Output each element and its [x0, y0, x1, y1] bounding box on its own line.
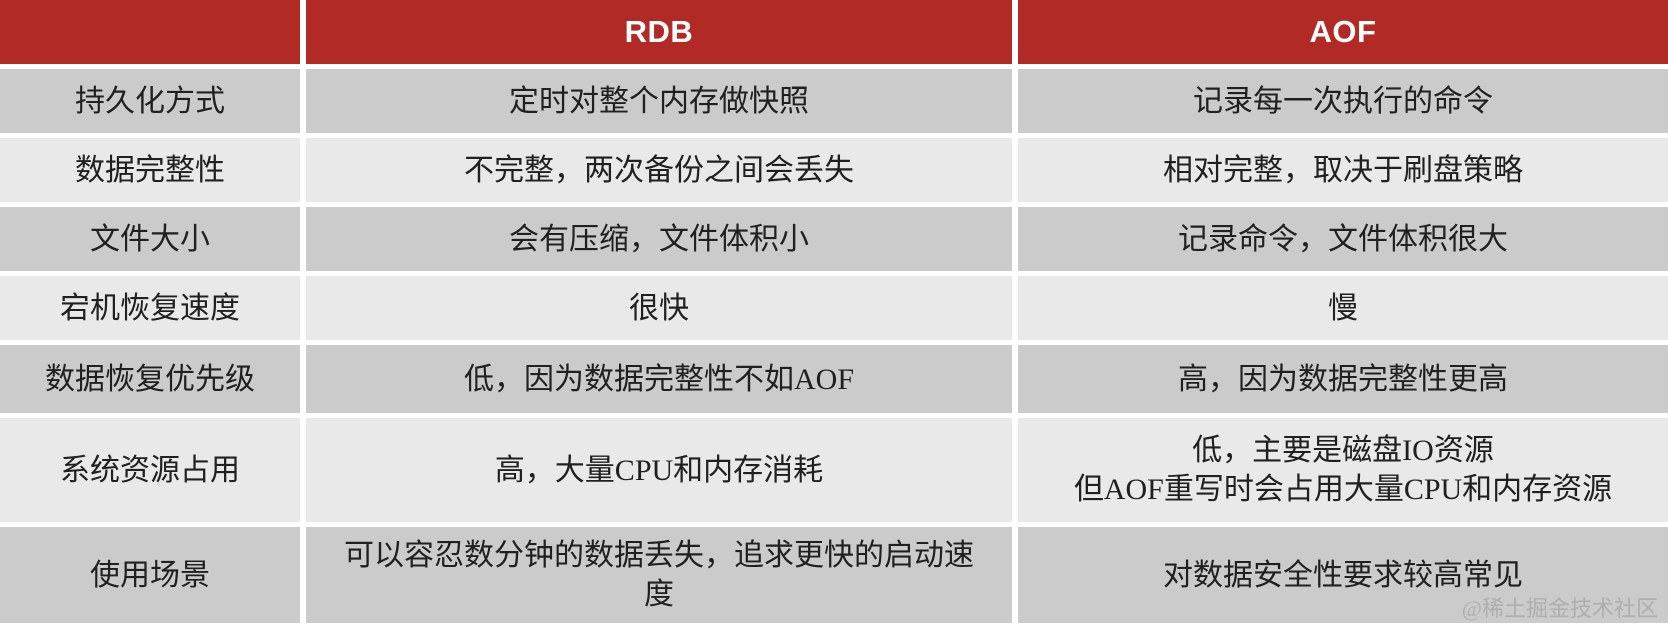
header-cell-aof: AOF [1018, 0, 1668, 64]
rdb-recovery-priority: 低，因为数据完整性不如AOF [306, 345, 1012, 413]
row-label-persistence-method: 持久化方式 [0, 69, 300, 133]
row-label-resource-usage: 系统资源占用 [0, 418, 300, 522]
rdb-data-integrity: 不完整，两次备份之间会丢失 [306, 138, 1012, 202]
aof-use-case: 对数据安全性要求较高常见 [1018, 527, 1668, 623]
aof-resource-usage: 低，主要是磁盘IO资源 但AOF重写时会占用大量CPU和内存资源 [1018, 418, 1668, 522]
rdb-persistence-method: 定时对整个内存做快照 [306, 69, 1012, 133]
aof-data-integrity: 相对完整，取决于刷盘策略 [1018, 138, 1668, 202]
rdb-file-size: 会有压缩，文件体积小 [306, 207, 1012, 271]
rdb-resource-usage: 高，大量CPU和内存消耗 [306, 418, 1012, 522]
row-label-crash-recovery-speed: 宕机恢复速度 [0, 276, 300, 340]
aof-persistence-method: 记录每一次执行的命令 [1018, 69, 1668, 133]
row-label-use-case: 使用场景 [0, 527, 300, 623]
aof-crash-recovery-speed: 慢 [1018, 276, 1668, 340]
aof-recovery-priority: 高，因为数据完整性更高 [1018, 345, 1668, 413]
header-cell-rdb: RDB [306, 0, 1012, 64]
row-label-file-size: 文件大小 [0, 207, 300, 271]
header-cell-blank [0, 0, 300, 64]
rdb-use-case: 可以容忍数分钟的数据丢失，追求更快的启动速度 [306, 527, 1012, 623]
row-label-data-integrity: 数据完整性 [0, 138, 300, 202]
aof-file-size: 记录命令，文件体积很大 [1018, 207, 1668, 271]
rdb-crash-recovery-speed: 很快 [306, 276, 1012, 340]
row-label-recovery-priority: 数据恢复优先级 [0, 345, 300, 413]
